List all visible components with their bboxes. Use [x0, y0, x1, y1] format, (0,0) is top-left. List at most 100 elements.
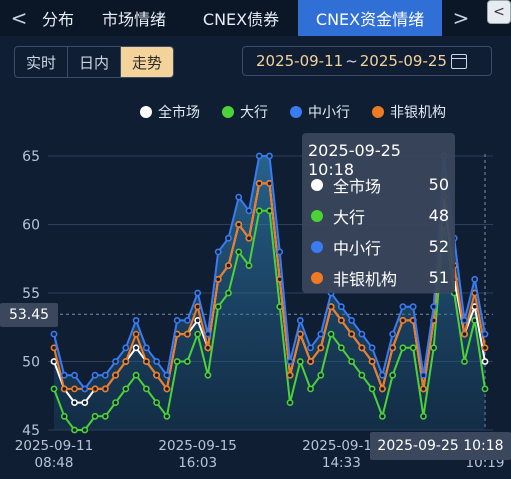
- data-point: [461, 330, 468, 338]
- data-point: [245, 207, 253, 215]
- data-point: [153, 358, 161, 365]
- tooltip-value: 50: [428, 175, 449, 194]
- legend-dot: [140, 106, 152, 118]
- data-point: [132, 371, 140, 379]
- tooltip-row-all-market: 全市场 50: [308, 169, 449, 200]
- data-point: [60, 412, 68, 420]
- data-point: [307, 344, 314, 352]
- data-point: [112, 371, 119, 379]
- data-point: [481, 385, 489, 393]
- data-point: [184, 358, 191, 365]
- x-tick-label: 14:33: [322, 455, 361, 471]
- tab-distribution[interactable]: 分布: [41, 10, 74, 29]
- data-point: [50, 330, 58, 338]
- data-point: [399, 344, 407, 352]
- data-point: [132, 316, 140, 324]
- legend-label: 全市场: [158, 105, 200, 121]
- data-point: [378, 412, 386, 420]
- legend-dot: [290, 106, 302, 118]
- data-point: [91, 412, 99, 420]
- tooltip-value: 48: [428, 206, 449, 225]
- data-point: [60, 371, 68, 379]
- data-point: [461, 316, 468, 324]
- data-point: [225, 289, 232, 297]
- data-point: [112, 358, 119, 365]
- legend-item-small-mid-banks[interactable]: 中小行: [290, 102, 350, 122]
- collapse-icon[interactable]: <: [487, 0, 511, 24]
- tab-scroll-left-icon[interactable]: <: [10, 6, 28, 30]
- tab-scroll-right-icon[interactable]: >: [452, 6, 470, 30]
- series-3: [50, 207, 489, 434]
- mode-intraday-button[interactable]: 日内: [68, 47, 121, 77]
- y-tick-label: 45: [22, 423, 40, 439]
- tooltip-row-non-bank: 非银机构 51: [308, 262, 449, 293]
- mode-trend-button[interactable]: 走势: [121, 47, 173, 77]
- data-point: [337, 344, 345, 352]
- data-point: [368, 358, 376, 365]
- data-point: [214, 248, 222, 256]
- legend-item-all-market[interactable]: 全市场: [140, 102, 200, 122]
- chart-legend: 全市场 大行 中小行 非银机构: [140, 102, 468, 122]
- data-point: [225, 262, 232, 269]
- data-point: [71, 399, 78, 406]
- data-point: [389, 371, 397, 379]
- data-point: [420, 412, 427, 420]
- tooltip-name: 大行: [333, 207, 366, 227]
- data-point: [481, 330, 489, 338]
- data-point: [409, 344, 417, 352]
- data-point: [163, 371, 171, 379]
- data-point: [235, 193, 243, 201]
- y-tick-label: 65: [22, 149, 40, 165]
- y-tick-label: 60: [22, 218, 40, 234]
- data-point: [430, 303, 438, 311]
- data-point: [481, 344, 489, 352]
- date-range-picker[interactable]: 2025-09-11 ~ 2025-09-25: [242, 46, 492, 76]
- data-point: [50, 385, 58, 393]
- data-point: [399, 316, 407, 324]
- mode-realtime-button[interactable]: 实时: [15, 47, 68, 77]
- data-point: [153, 399, 161, 406]
- legend-item-big-banks[interactable]: 大行: [222, 102, 268, 122]
- legend-label: 中小行: [308, 105, 350, 121]
- data-point: [471, 275, 479, 283]
- data-point: [286, 358, 294, 365]
- calendar-icon: [450, 53, 467, 69]
- data-point: [194, 316, 202, 324]
- data-point: [399, 303, 407, 311]
- data-point: [327, 330, 335, 338]
- data-point: [194, 289, 202, 297]
- data-point: [122, 385, 130, 393]
- tab-bar: < 分布 市场情绪 CNEX债券 CNEX资金情绪 > <: [0, 0, 511, 36]
- tab-cnex-bonds[interactable]: CNEX债券: [202, 10, 280, 29]
- data-point: [194, 303, 202, 311]
- x-tick-label: 16:03: [178, 455, 217, 471]
- data-point: [255, 207, 263, 215]
- data-point: [142, 344, 150, 352]
- legend-label: 大行: [240, 105, 268, 121]
- legend-item-non-bank[interactable]: 非银机构: [372, 102, 446, 122]
- data-point: [91, 385, 99, 393]
- data-point: [173, 358, 181, 365]
- data-point: [101, 385, 109, 393]
- data-point: [378, 371, 386, 379]
- data-point: [132, 344, 140, 352]
- data-point: [389, 330, 397, 338]
- crosshair-y-label: 53.45: [0, 303, 58, 327]
- tab-market-sentiment[interactable]: 市场情绪: [101, 10, 166, 29]
- data-point: [245, 234, 253, 242]
- data-point: [409, 303, 417, 311]
- data-point: [235, 221, 243, 228]
- x-tick-label: 2025-09-11: [15, 438, 93, 454]
- data-point: [286, 399, 294, 406]
- data-point: [255, 152, 263, 160]
- x-tick-label: 2025-09-18: [302, 438, 380, 454]
- y-tick-label: 55: [22, 286, 40, 302]
- data-point: [337, 316, 345, 324]
- data-point: [71, 371, 78, 379]
- data-point: [348, 358, 355, 365]
- end-date: 2025-09-25: [359, 52, 447, 70]
- tab-cnex-funding-sentiment[interactable]: CNEX资金情绪: [298, 0, 442, 36]
- data-point: [71, 385, 78, 393]
- data-point: [71, 426, 78, 434]
